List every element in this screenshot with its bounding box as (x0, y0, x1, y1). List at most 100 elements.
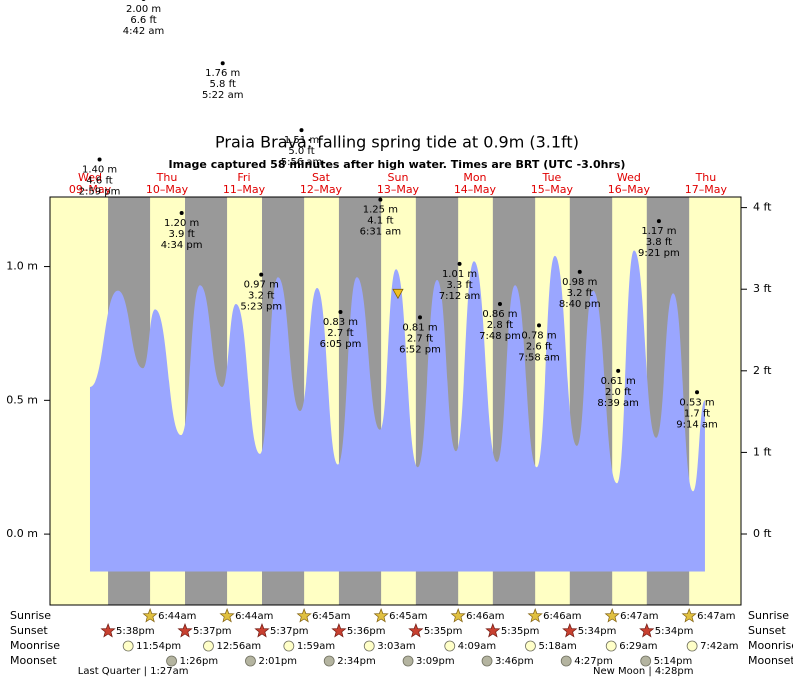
moonrise-moon (525, 640, 536, 652)
sunset-time: 5:34pm (578, 626, 617, 637)
day-name: Sat (312, 171, 331, 184)
extreme-time: 6:05 pm (320, 339, 362, 350)
day-name: Thu (156, 171, 178, 184)
extreme-dot (141, 0, 146, 2)
extreme-feet: 4.6 ft (86, 176, 112, 187)
moonset-time: 2:01pm (258, 656, 297, 667)
sunrise-time: 6:46am (466, 611, 504, 622)
extreme-height: 0.81 m (402, 322, 437, 333)
extreme-height: 1.20 m (164, 218, 199, 229)
extreme-time: 9:21 pm (638, 248, 680, 259)
sunrise-star (681, 608, 697, 623)
y-tick-label: 0.0 m (6, 527, 38, 540)
extreme-feet: 3.8 ft (646, 237, 672, 248)
extreme-height: 0.83 m (323, 317, 358, 328)
extreme-time: 5:23 pm (240, 302, 282, 313)
extreme-feet: 3.9 ft (168, 229, 194, 240)
extreme-height: 1.51 m (284, 135, 319, 146)
row-label-right: Moonrise (748, 639, 793, 652)
day-date: 15–May (531, 183, 574, 196)
y2-tick-label: 3 ft (753, 282, 772, 295)
extreme-dot (338, 310, 343, 315)
moon-phase: New Moon | 4:28pm (593, 666, 693, 677)
sunrise-time: 6:44am (158, 611, 196, 622)
sunset-star (639, 623, 655, 638)
sunrise-star (527, 608, 543, 623)
moonrise-moon (605, 640, 617, 652)
sunset-star (254, 623, 270, 638)
extreme-feet: 1.7 ft (684, 408, 710, 419)
extreme-height: 1.25 m (363, 205, 398, 216)
sunrise-time: 6:45am (389, 611, 427, 622)
day-name: Mon (463, 171, 486, 184)
moonrise-time: 7:42am (700, 641, 738, 652)
row-label-left: Moonrise (10, 639, 60, 652)
sunset-time: 5:37pm (193, 626, 232, 637)
moonset-time: 2:34pm (337, 656, 376, 667)
moon-phase: Last Quarter | 1:27am (78, 666, 189, 677)
extreme-feet: 2.6 ft (526, 341, 552, 352)
day-date: 14–May (454, 183, 497, 196)
y2-tick-label: 2 ft (753, 364, 772, 377)
day-name: Fri (237, 171, 250, 184)
sunrise-time: 6:47am (620, 611, 658, 622)
extreme-time: 5:22 am (202, 90, 244, 101)
row-label-left: Sunset (10, 624, 48, 637)
extreme-dot (616, 368, 621, 373)
moonset-moon (402, 655, 414, 667)
extreme-feet: 5.8 ft (210, 79, 236, 90)
moonrise-time: 5:18am (538, 641, 576, 652)
extreme-height: 1.17 m (641, 226, 676, 237)
extreme-feet: 3.2 ft (567, 288, 593, 299)
extreme-time: 8:40 pm (559, 299, 601, 310)
extreme-feet: 5.0 ft (288, 146, 314, 157)
row-label-right: Sunrise (748, 609, 789, 622)
sunrise-star (219, 608, 235, 623)
sunset-star (331, 623, 347, 638)
extreme-dot (656, 219, 661, 224)
extreme-dot (378, 197, 383, 202)
moonrise-moon (363, 640, 375, 652)
sunset-time: 5:34pm (655, 626, 694, 637)
extreme-dot (179, 211, 184, 216)
moonset-time: 4:27pm (574, 656, 613, 667)
day-date: 09–May (69, 183, 112, 196)
y-tick-label: 1.0 m (6, 260, 38, 273)
extreme-dot (695, 390, 700, 395)
day-date: 17–May (685, 183, 728, 196)
sunset-star (562, 623, 578, 638)
day-name: Sun (387, 171, 408, 184)
moonset-moon (245, 655, 256, 667)
moonset-moon (640, 655, 652, 667)
extreme-dot (457, 261, 462, 266)
moonrise-time: 11:54pm (136, 641, 181, 652)
day-name: Thu (695, 171, 717, 184)
extreme-time: 2:59 pm (79, 187, 121, 198)
extreme-time: 4:34 pm (161, 240, 203, 251)
sunrise-star (296, 608, 312, 623)
extreme-height: 0.61 m (601, 376, 636, 387)
sunrise-star (373, 608, 389, 623)
extreme-feet: 3.3 ft (446, 280, 472, 291)
y2-tick-label: 0 ft (753, 527, 772, 540)
extreme-time: 6:52 pm (399, 344, 441, 355)
extreme-height: 1.40 m (82, 165, 117, 176)
extreme-feet: 2.7 ft (407, 333, 433, 344)
extreme-feet: 2.0 ft (605, 387, 631, 398)
extreme-height: 0.78 m (521, 330, 556, 341)
day-date: 16–May (608, 183, 651, 196)
extreme-dot (299, 128, 304, 133)
day-date: 12–May (300, 183, 343, 196)
extreme-dot (97, 157, 102, 162)
moonset-time: 5:14pm (654, 656, 693, 667)
y-tick-label: 0.5 m (6, 393, 38, 406)
extreme-time: 7:12 am (439, 291, 481, 302)
moonset-time: 3:46pm (495, 656, 534, 667)
moonset-time: 3:09pm (416, 656, 455, 667)
extreme-feet: 2.7 ft (327, 328, 353, 339)
moonrise-moon (122, 640, 134, 652)
y2-tick-label: 1 ft (753, 445, 772, 458)
y2-tick-label: 4 ft (753, 201, 772, 214)
sunset-time: 5:37pm (270, 626, 309, 637)
